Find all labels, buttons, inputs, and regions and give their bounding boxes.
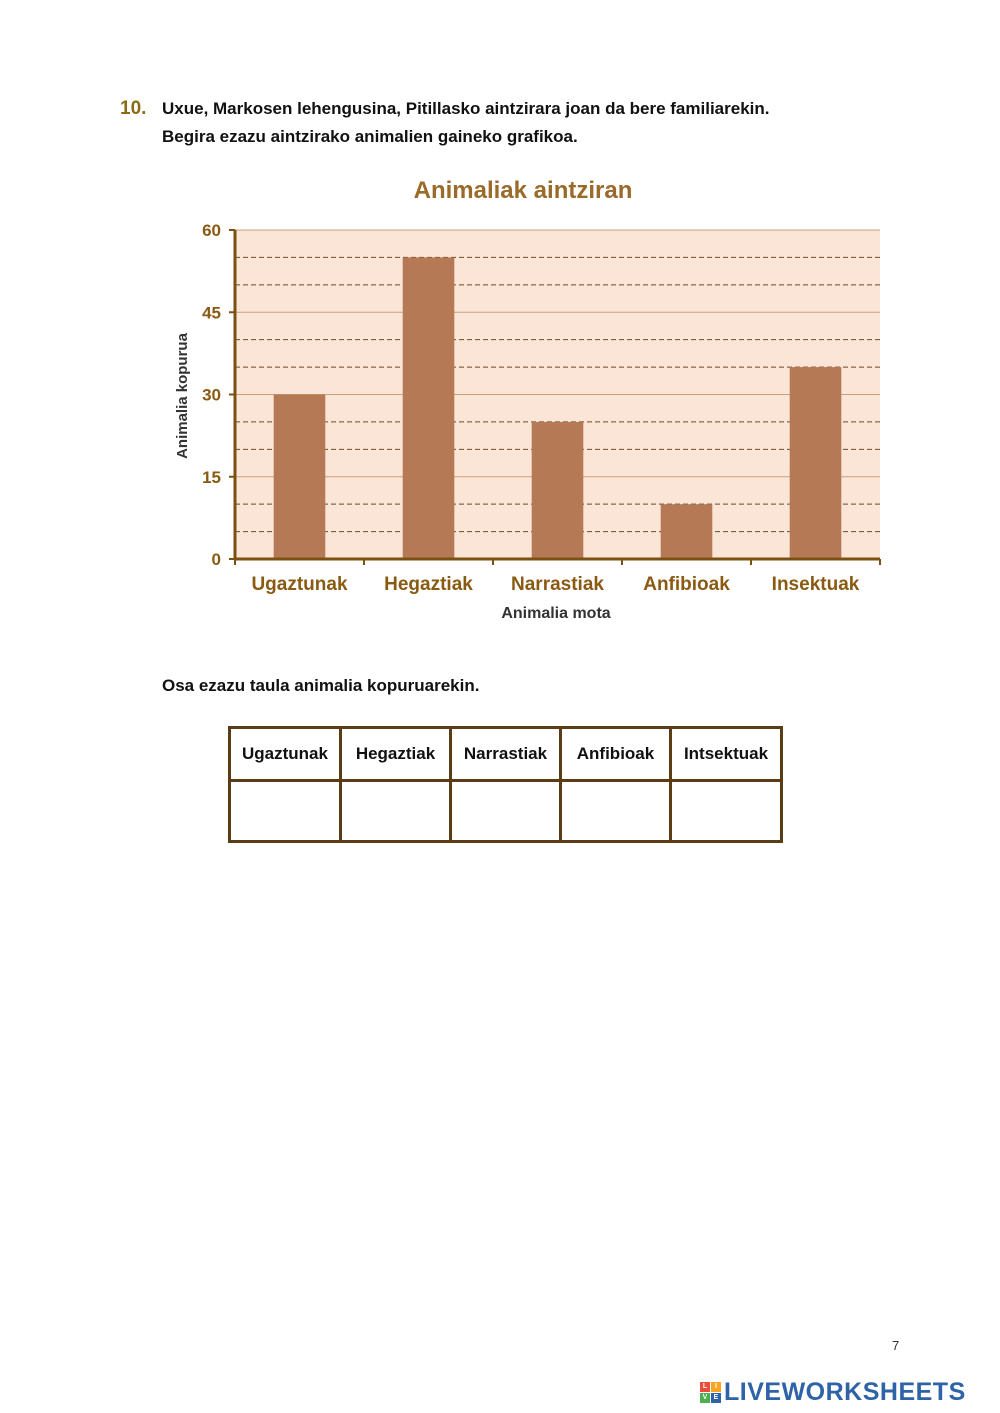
- question-text-line-2: Begira ezazu aintzirako animalien gainek…: [162, 127, 578, 146]
- answer-input-hegaztiak[interactable]: [342, 782, 449, 840]
- liveworksheets-logo[interactable]: L I V E LIVEWORKSHEETS: [700, 1378, 966, 1407]
- answer-input-intsektuak[interactable]: [672, 782, 780, 840]
- answer-input-anfibioak[interactable]: [562, 782, 669, 840]
- answer-cell-anfibioak: [559, 779, 672, 843]
- bar-narrastiak: [531, 421, 584, 559]
- header-anfibioak: Anfibioak: [559, 726, 672, 782]
- question-number: 10.: [120, 98, 147, 119]
- answer-cell-narrastiak: [449, 779, 562, 843]
- x-axis-label: Animalia mota: [501, 605, 610, 622]
- y-tick-label: 30: [202, 386, 221, 405]
- header-hegaztiak: Hegaztiak: [339, 726, 452, 782]
- bar-ugaztunak: [273, 394, 326, 559]
- y-tick-label: 0: [212, 550, 221, 569]
- y-tick-label: 45: [202, 303, 221, 322]
- table-answer-row: [228, 779, 783, 843]
- x-tick-label: Anfibioak: [643, 574, 730, 595]
- answer-table: Ugaztunak Hegaztiak Narrastiak Anfibioak…: [228, 726, 783, 843]
- bar-hegaztiak: [402, 257, 455, 559]
- header-narrastiak: Narrastiak: [449, 726, 562, 782]
- answer-cell-intsektuak: [669, 779, 783, 843]
- answer-cell-ugaztunak: [228, 779, 342, 843]
- x-tick-label: Narrastiak: [511, 574, 604, 595]
- chart-title: Animaliak aintziran: [414, 177, 633, 204]
- bar-insektuak: [789, 367, 842, 559]
- answer-input-ugaztunak[interactable]: [231, 782, 339, 840]
- table-header-row: Ugaztunak Hegaztiak Narrastiak Anfibioak…: [228, 726, 783, 782]
- instruction-text: Osa ezazu taula animalia kopuruarekin.: [162, 676, 480, 695]
- x-tick-label: Insektuak: [772, 574, 860, 595]
- x-tick-label: Ugaztunak: [251, 574, 348, 595]
- answer-cell-hegaztiak: [339, 779, 452, 843]
- page-number: 7: [892, 1338, 900, 1353]
- x-tick-label: Hegaztiak: [384, 574, 473, 595]
- question-text-line-1: Uxue, Markosen lehengusina, Pitillasko a…: [162, 99, 770, 118]
- y-axis-label: Animalia kopurua: [174, 332, 191, 459]
- y-tick-label: 60: [202, 221, 221, 240]
- logo-icon: L I V E: [700, 1382, 721, 1403]
- bar-anfibioak: [660, 504, 713, 559]
- y-tick-label: 15: [202, 468, 221, 487]
- bar-chart: 0 15 30 45 60 Ugaztunak Hegaztiak Narrastiak Anf…: [174, 177, 881, 622]
- answer-input-narrastiak[interactable]: [452, 782, 559, 840]
- header-intsektuak: Intsektuak: [669, 726, 783, 782]
- brand-name: LIVEWORKSHEETS: [724, 1378, 966, 1406]
- header-ugaztunak: Ugaztunak: [228, 726, 342, 782]
